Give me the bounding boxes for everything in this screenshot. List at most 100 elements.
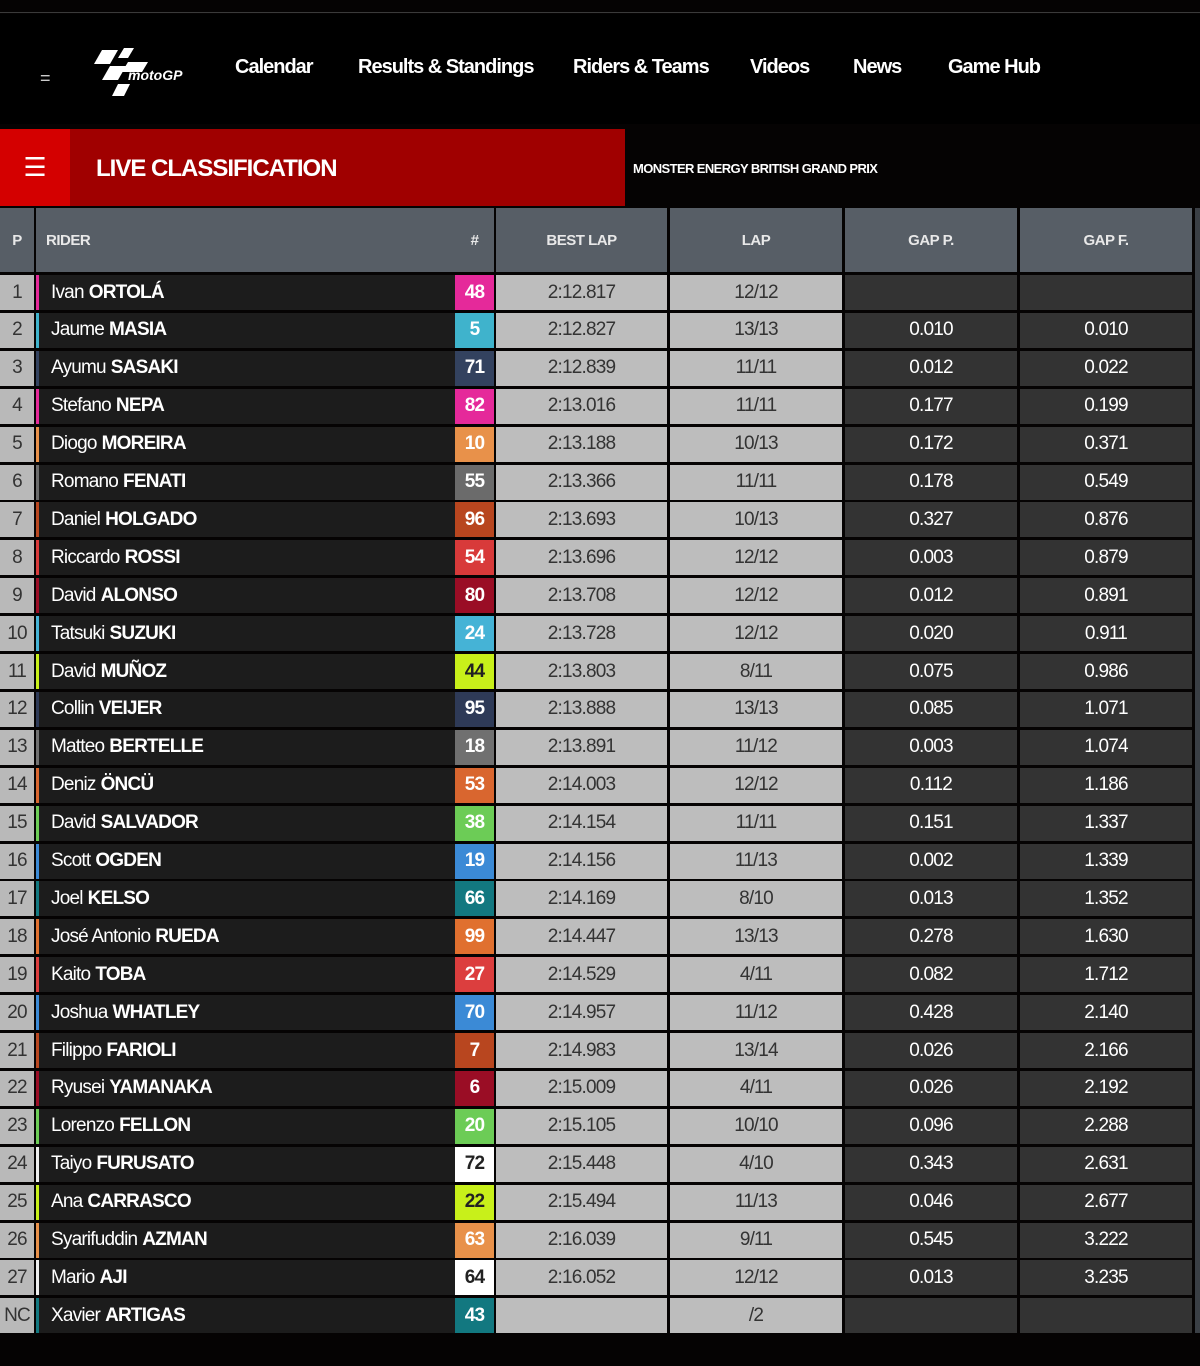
rider-name: Syarifuddin AZMAN (36, 1222, 455, 1258)
rider-name: David ALONSO (36, 578, 455, 614)
rider-number-badge: 10 (455, 426, 494, 462)
rider-name: Lorenzo FELLON (36, 1108, 455, 1144)
best-lap: 2:13.693 (496, 502, 667, 538)
best-lap: 2:16.052 (496, 1260, 667, 1296)
rider-first-name: José Antonio (51, 925, 151, 947)
best-lap: 2:13.016 (496, 388, 667, 424)
position: 24 (0, 1146, 34, 1182)
rider-number-badge: 63 (455, 1222, 494, 1258)
gap-first: 0.911 (1020, 616, 1192, 652)
lap: 11/12 (670, 729, 842, 765)
rider-last-name: BERTELLE (109, 736, 204, 758)
best-lap: 2:15.494 (496, 1184, 667, 1220)
nav-news[interactable]: News (853, 56, 902, 78)
lap: 11/12 (670, 995, 842, 1031)
rider-number-badge: 7 (455, 1033, 494, 1068)
gap-first: 0.022 (1020, 350, 1192, 386)
position: 25 (0, 1184, 34, 1220)
lap: 11/11 (670, 388, 842, 424)
nav-riders-teams[interactable]: Riders & Teams (573, 56, 710, 78)
gap-previous: 0.151 (845, 805, 1017, 841)
lap: 12/12 (670, 275, 842, 310)
gap-first (1020, 1298, 1192, 1334)
rider-number-badge: 22 (455, 1184, 494, 1220)
rider-first-name: Collin (51, 698, 95, 720)
rider-number-badge: 71 (455, 350, 494, 386)
lap: /2 (670, 1298, 842, 1334)
hamburger-menu-icon[interactable]: ☰ (0, 129, 70, 206)
col-header-gap-first: GAP F. (1020, 208, 1192, 272)
rider-last-name: ALONSO (100, 584, 178, 606)
rider-first-name: Diogo (51, 433, 97, 455)
position: 17 (0, 881, 34, 917)
gap-first: 3.222 (1020, 1222, 1192, 1258)
rider-name: Ivan ORTOLÁ (36, 275, 455, 310)
position: 7 (0, 502, 34, 538)
gap-first: 2.631 (1020, 1146, 1192, 1182)
nav-calendar[interactable]: Calendar (235, 56, 314, 78)
nav-results-standings[interactable]: Results & Standings (358, 56, 534, 78)
gap-previous: 0.003 (845, 729, 1017, 765)
rider-first-name: Ana (51, 1191, 83, 1213)
event-name: MONSTER ENERGY BRITISH GRAND PRIX (633, 161, 878, 176)
best-lap: 2:13.888 (496, 691, 667, 727)
table-scrollbar[interactable] (1195, 208, 1200, 1333)
gap-first: 1.074 (1020, 729, 1192, 765)
rider-name: Xavier ARTIGAS (36, 1298, 455, 1334)
gap-first: 0.891 (1020, 578, 1192, 614)
position: 3 (0, 350, 34, 386)
rider-last-name: AJI (99, 1266, 128, 1288)
rider-name: Joel KELSO (36, 881, 455, 917)
lap: 4/11 (670, 1070, 842, 1106)
lap: 13/13 (670, 691, 842, 727)
gap-first: 2.166 (1020, 1033, 1192, 1068)
rider-number-badge: 96 (455, 502, 494, 538)
gap-previous: 0.010 (845, 312, 1017, 348)
position: 2 (0, 312, 34, 348)
best-lap: 2:13.696 (496, 540, 667, 576)
motogp-logo[interactable]: motoGP (88, 44, 188, 100)
gap-previous: 0.003 (845, 540, 1017, 576)
nav-videos[interactable]: Videos (750, 56, 810, 78)
rider-name: Kaito TOBA (36, 957, 455, 993)
rider-last-name: HOLGADO (105, 508, 197, 530)
lap: 8/10 (670, 881, 842, 917)
position: 4 (0, 388, 34, 424)
lap: 12/12 (670, 578, 842, 614)
rider-last-name: WHATLEY (112, 1001, 200, 1023)
best-lap: 2:12.827 (496, 312, 667, 348)
best-lap: 2:13.366 (496, 464, 667, 500)
menu-icon[interactable]: = (40, 68, 51, 88)
rider-first-name: Romano (51, 471, 119, 492)
lap: 13/13 (670, 312, 842, 348)
gap-previous: 0.428 (845, 995, 1017, 1031)
gap-first: 0.549 (1020, 464, 1192, 500)
rider-number-badge: 48 (455, 275, 494, 310)
col-header-lap: LAP (670, 208, 842, 272)
rider-name: David MUÑOZ (36, 654, 455, 689)
best-lap: 2:15.105 (496, 1108, 667, 1144)
rider-last-name: SUZUKI (109, 622, 177, 644)
nav-game-hub[interactable]: Game Hub (948, 56, 1041, 78)
rider-first-name: Jaume (51, 319, 105, 341)
gap-previous: 0.026 (845, 1033, 1017, 1068)
rider-last-name: FURUSATO (96, 1153, 194, 1175)
gap-first: 3.235 (1020, 1260, 1192, 1296)
gap-previous: 0.013 (845, 881, 1017, 917)
position: 21 (0, 1033, 34, 1068)
gap-first: 0.876 (1020, 502, 1192, 538)
lap: 10/10 (670, 1108, 842, 1144)
best-lap: 2:14.154 (496, 805, 667, 841)
rider-first-name: Tatsuki (51, 622, 105, 644)
position: 19 (0, 957, 34, 993)
rider-number-badge: 53 (455, 767, 494, 803)
gap-previous: 0.012 (845, 578, 1017, 614)
rider-name: Daniel HOLGADO (36, 502, 455, 538)
rider-number-badge: 20 (455, 1108, 494, 1144)
rider-number-badge: 70 (455, 995, 494, 1031)
gap-first (1020, 275, 1192, 310)
rider-name: Ryusei YAMANAKA (36, 1070, 455, 1106)
gap-previous: 0.172 (845, 426, 1017, 462)
rider-name: David SALVADOR (36, 805, 455, 841)
rider-first-name: Ayumu (51, 357, 107, 379)
